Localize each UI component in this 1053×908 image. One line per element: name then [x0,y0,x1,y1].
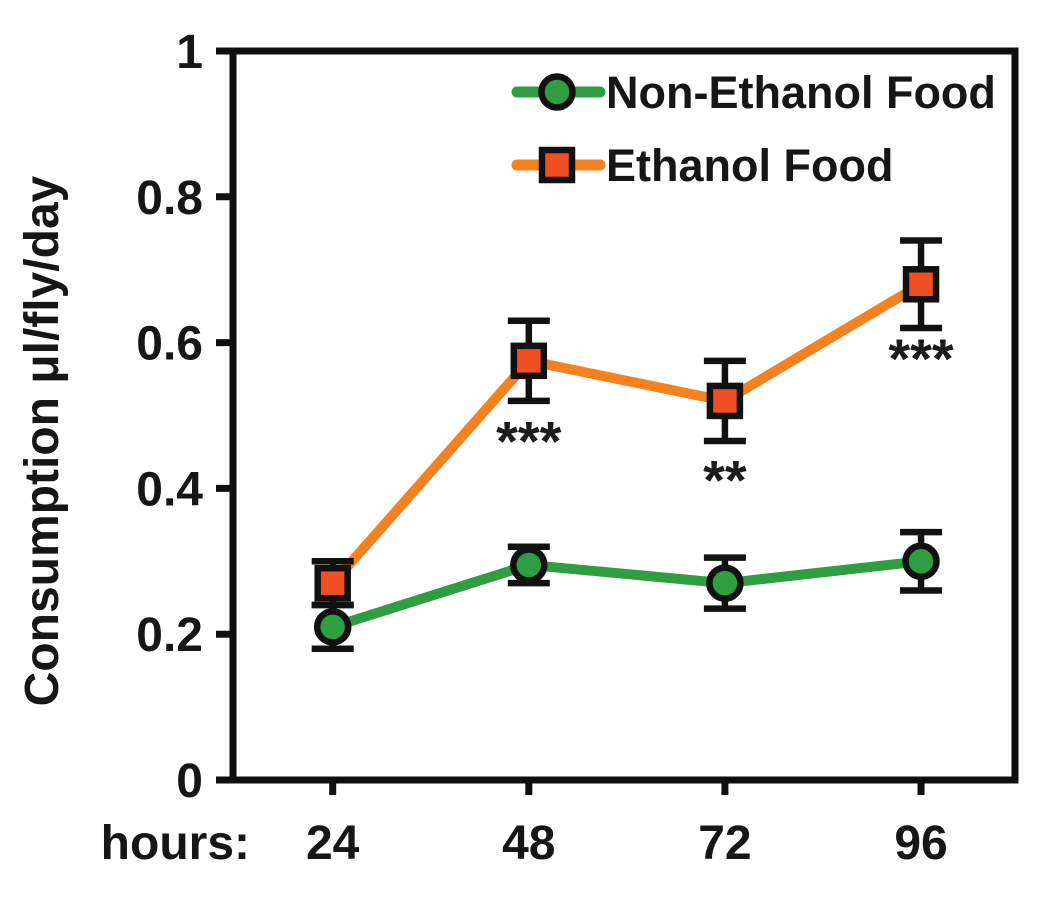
significance-marker: ** [703,449,747,512]
data-point-ethanol-96h [902,266,940,303]
legend: Non-Ethanol Food Ethanol Food [511,67,996,191]
y-axis-label: Consumption μl/fly/day [16,175,69,706]
legend-label: Ethanol Food [606,140,893,191]
y-tick-label: 1 [176,26,203,79]
data-point-ethanol-72h [706,382,744,420]
series-line-ethanol [327,279,927,589]
legend-item-non-ethanol-food: Non-Ethanol Food [511,67,996,118]
data-point-non-ethanol-72h [706,564,744,602]
data-point-ethanol-24h [314,564,351,602]
legend-circle-marker-icon [538,73,576,111]
series-line-non-ethanol [327,556,927,632]
data-point-non-ethanol-96h [902,542,940,581]
data-point-non-ethanol-48h [510,546,548,584]
y-tick-label: 0.4 [136,463,203,516]
y-tick-label: 0 [176,755,203,808]
x-axis-prefix-label: hours: [101,817,250,870]
x-tick-label: 72 [698,817,751,870]
y-tick-label: 0.8 [136,172,203,225]
legend-label: Non-Ethanol Food [606,67,996,118]
significance-marker: *** [888,327,954,390]
significance-marker: *** [496,409,562,472]
legend-square-marker-icon [538,146,576,184]
y-tick-label: 0.2 [136,609,203,662]
data-point-ethanol-48h [510,342,548,380]
legend-item-ethanol-food: Ethanol Food [511,140,893,191]
y-tick-label: 0.6 [136,318,203,371]
x-tick-label: 48 [502,817,555,870]
x-tick-label: 96 [894,817,947,870]
x-tick-label: 24 [306,817,360,870]
plot-frame [229,47,1019,784]
data-point-non-ethanol-24h [313,608,352,646]
